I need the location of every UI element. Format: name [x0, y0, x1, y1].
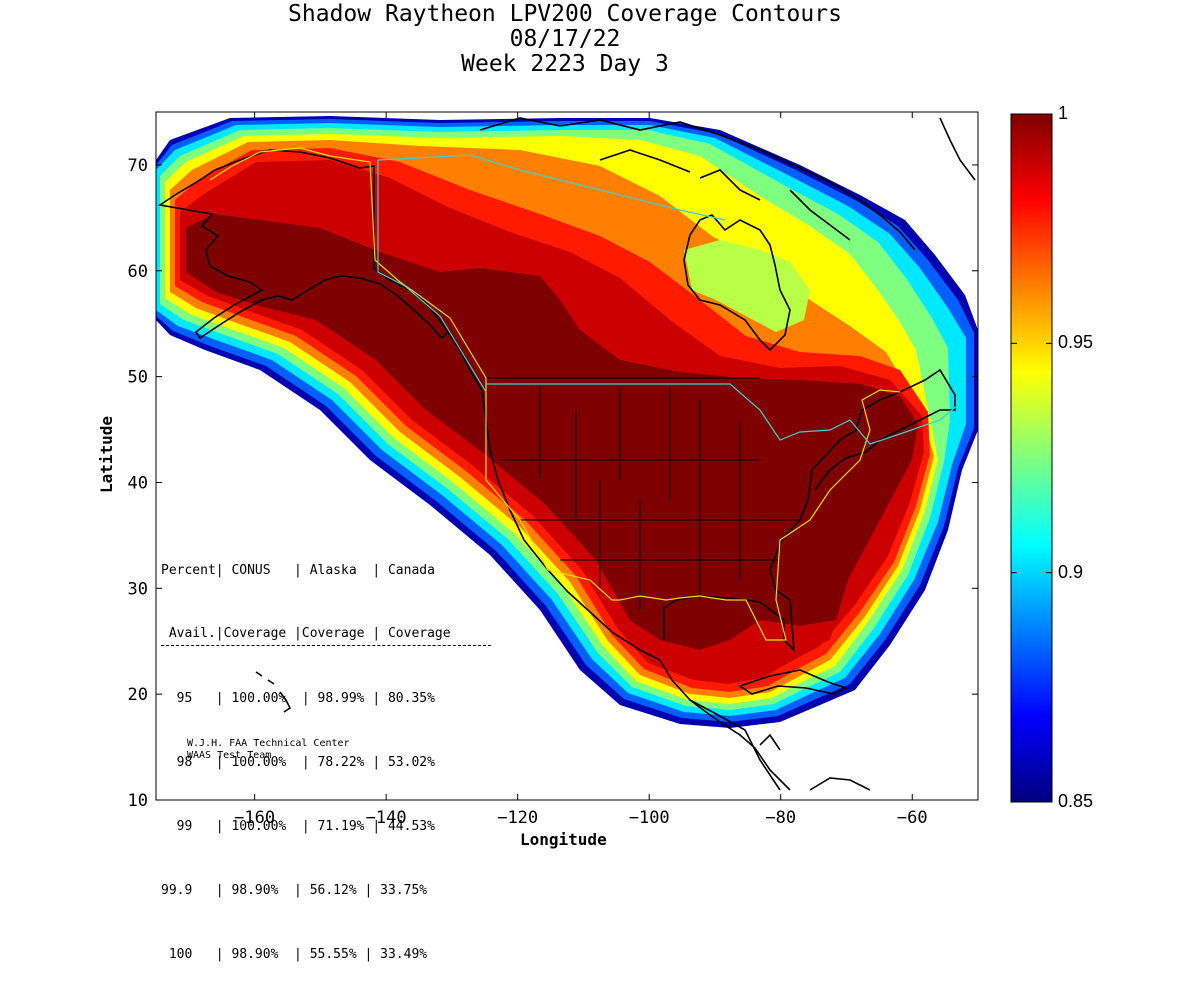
chart-title-line-2: 08/17/22 [509, 26, 621, 52]
chart-title-line-3: Week 2223 Day 3 [461, 51, 669, 77]
central-america [689, 699, 871, 791]
table-header-1: Percent| CONUS | Alaska | Canada [161, 562, 435, 578]
y-axis-label: Latitude [97, 415, 117, 494]
arctic-islands [479, 117, 976, 251]
x-tick-label: −120 [497, 808, 538, 828]
table-row: 99 | 100.00% | 71.19% | 44.53% [161, 819, 435, 835]
y-tick-label: 50 [128, 368, 148, 388]
x-tick-label: −140 [366, 808, 407, 828]
coastlines [157, 117, 976, 791]
cyan-boundary [377, 154, 959, 445]
x-tick-label: −160 [234, 808, 275, 828]
table-row: 98 | 100.00% | 78.22% | 53.02% [161, 755, 435, 771]
yellow-boundary [209, 147, 901, 641]
table-row: 100 | 98.90% | 55.55% | 33.49% [161, 946, 428, 962]
table-row: 95 | 100.00% | 98.99% | 80.35% [161, 691, 435, 707]
table-row: 99.9 | 98.90% | 56.12% | 33.75% [161, 883, 428, 899]
colorbar-tick-label: 0.95 [1058, 332, 1094, 353]
y-tick-label: 60 [128, 262, 148, 282]
y-tick-label: 20 [128, 685, 148, 705]
credit-text: W.J.H. FAA Technical Center WAAS Test Te… [187, 738, 350, 762]
colorbar [1010, 113, 1053, 803]
chart-title-line-1: Shadow Raytheon LPV200 Coverage Contours [288, 1, 842, 27]
y-tick-label: 10 [128, 791, 148, 811]
credit-line-2: WAAS Test Team [187, 750, 272, 761]
cuba-coast [738, 669, 849, 695]
y-tick-label: 40 [128, 473, 148, 493]
colorbar-tick-label: 1 [1058, 103, 1069, 123]
table-header-2: Avail.|Coverage |Coverage | Coverage [161, 623, 491, 646]
y-tick-label: 70 [128, 156, 148, 176]
y-tick-label: 30 [128, 579, 148, 599]
y-axis: 10 20 30 40 50 60 70 [128, 156, 978, 811]
coverage-contours [156, 116, 978, 728]
x-axis-label: Longitude [520, 830, 607, 849]
x-tick-label: −60 [897, 808, 928, 828]
west-coast [447, 331, 781, 791]
plot-frame [155, 111, 979, 801]
x-tick-label: −80 [765, 808, 796, 828]
hawaii [255, 671, 292, 713]
coverage-map: −160 −140 −120 −100 −80 −60 10 20 30 40 50 60 70 [128, 111, 1053, 828]
gulf-coast [663, 368, 956, 653]
contour-darkred [186, 214, 918, 650]
contour-canada-yellowgreen [684, 240, 810, 332]
state-boundaries [486, 377, 800, 610]
colorbar-tick-label: 0.9 [1058, 561, 1084, 582]
credit-line-1: W.J.H. FAA Technical Center [187, 738, 350, 749]
x-tick-label: −100 [629, 808, 670, 828]
colorbar-tick-label: 0.85 [1058, 791, 1094, 811]
service-region-boundaries [209, 147, 959, 641]
x-axis: −160 −140 −120 −100 −80 −60 [234, 112, 928, 828]
colorbar-ticks [1011, 113, 1052, 803]
alaska-coastline [157, 149, 450, 340]
hudson-bay [683, 214, 791, 352]
